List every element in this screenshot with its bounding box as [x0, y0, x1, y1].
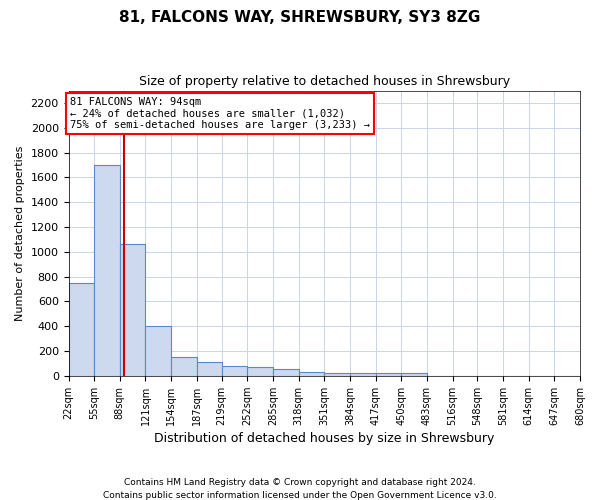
Bar	[221, 366, 247, 376]
Bar	[94, 165, 120, 376]
Bar	[145, 326, 171, 376]
Bar	[324, 372, 350, 376]
Bar	[350, 374, 376, 376]
X-axis label: Distribution of detached houses by size in Shrewsbury: Distribution of detached houses by size …	[154, 432, 494, 445]
Bar	[68, 283, 94, 376]
Bar	[120, 244, 145, 376]
Text: 81 FALCONS WAY: 94sqm
← 24% of detached houses are smaller (1,032)
75% of semi-d: 81 FALCONS WAY: 94sqm ← 24% of detached …	[70, 97, 370, 130]
Text: Contains HM Land Registry data © Crown copyright and database right 2024.
Contai: Contains HM Land Registry data © Crown c…	[103, 478, 497, 500]
Bar	[376, 374, 401, 376]
Bar	[401, 374, 427, 376]
Title: Size of property relative to detached houses in Shrewsbury: Size of property relative to detached ho…	[139, 75, 510, 88]
Text: 81, FALCONS WAY, SHREWSBURY, SY3 8ZG: 81, FALCONS WAY, SHREWSBURY, SY3 8ZG	[119, 10, 481, 25]
Bar	[273, 369, 299, 376]
Bar	[197, 362, 223, 376]
Bar	[171, 357, 197, 376]
Bar	[247, 367, 273, 376]
Bar	[299, 372, 324, 376]
Y-axis label: Number of detached properties: Number of detached properties	[15, 146, 25, 321]
